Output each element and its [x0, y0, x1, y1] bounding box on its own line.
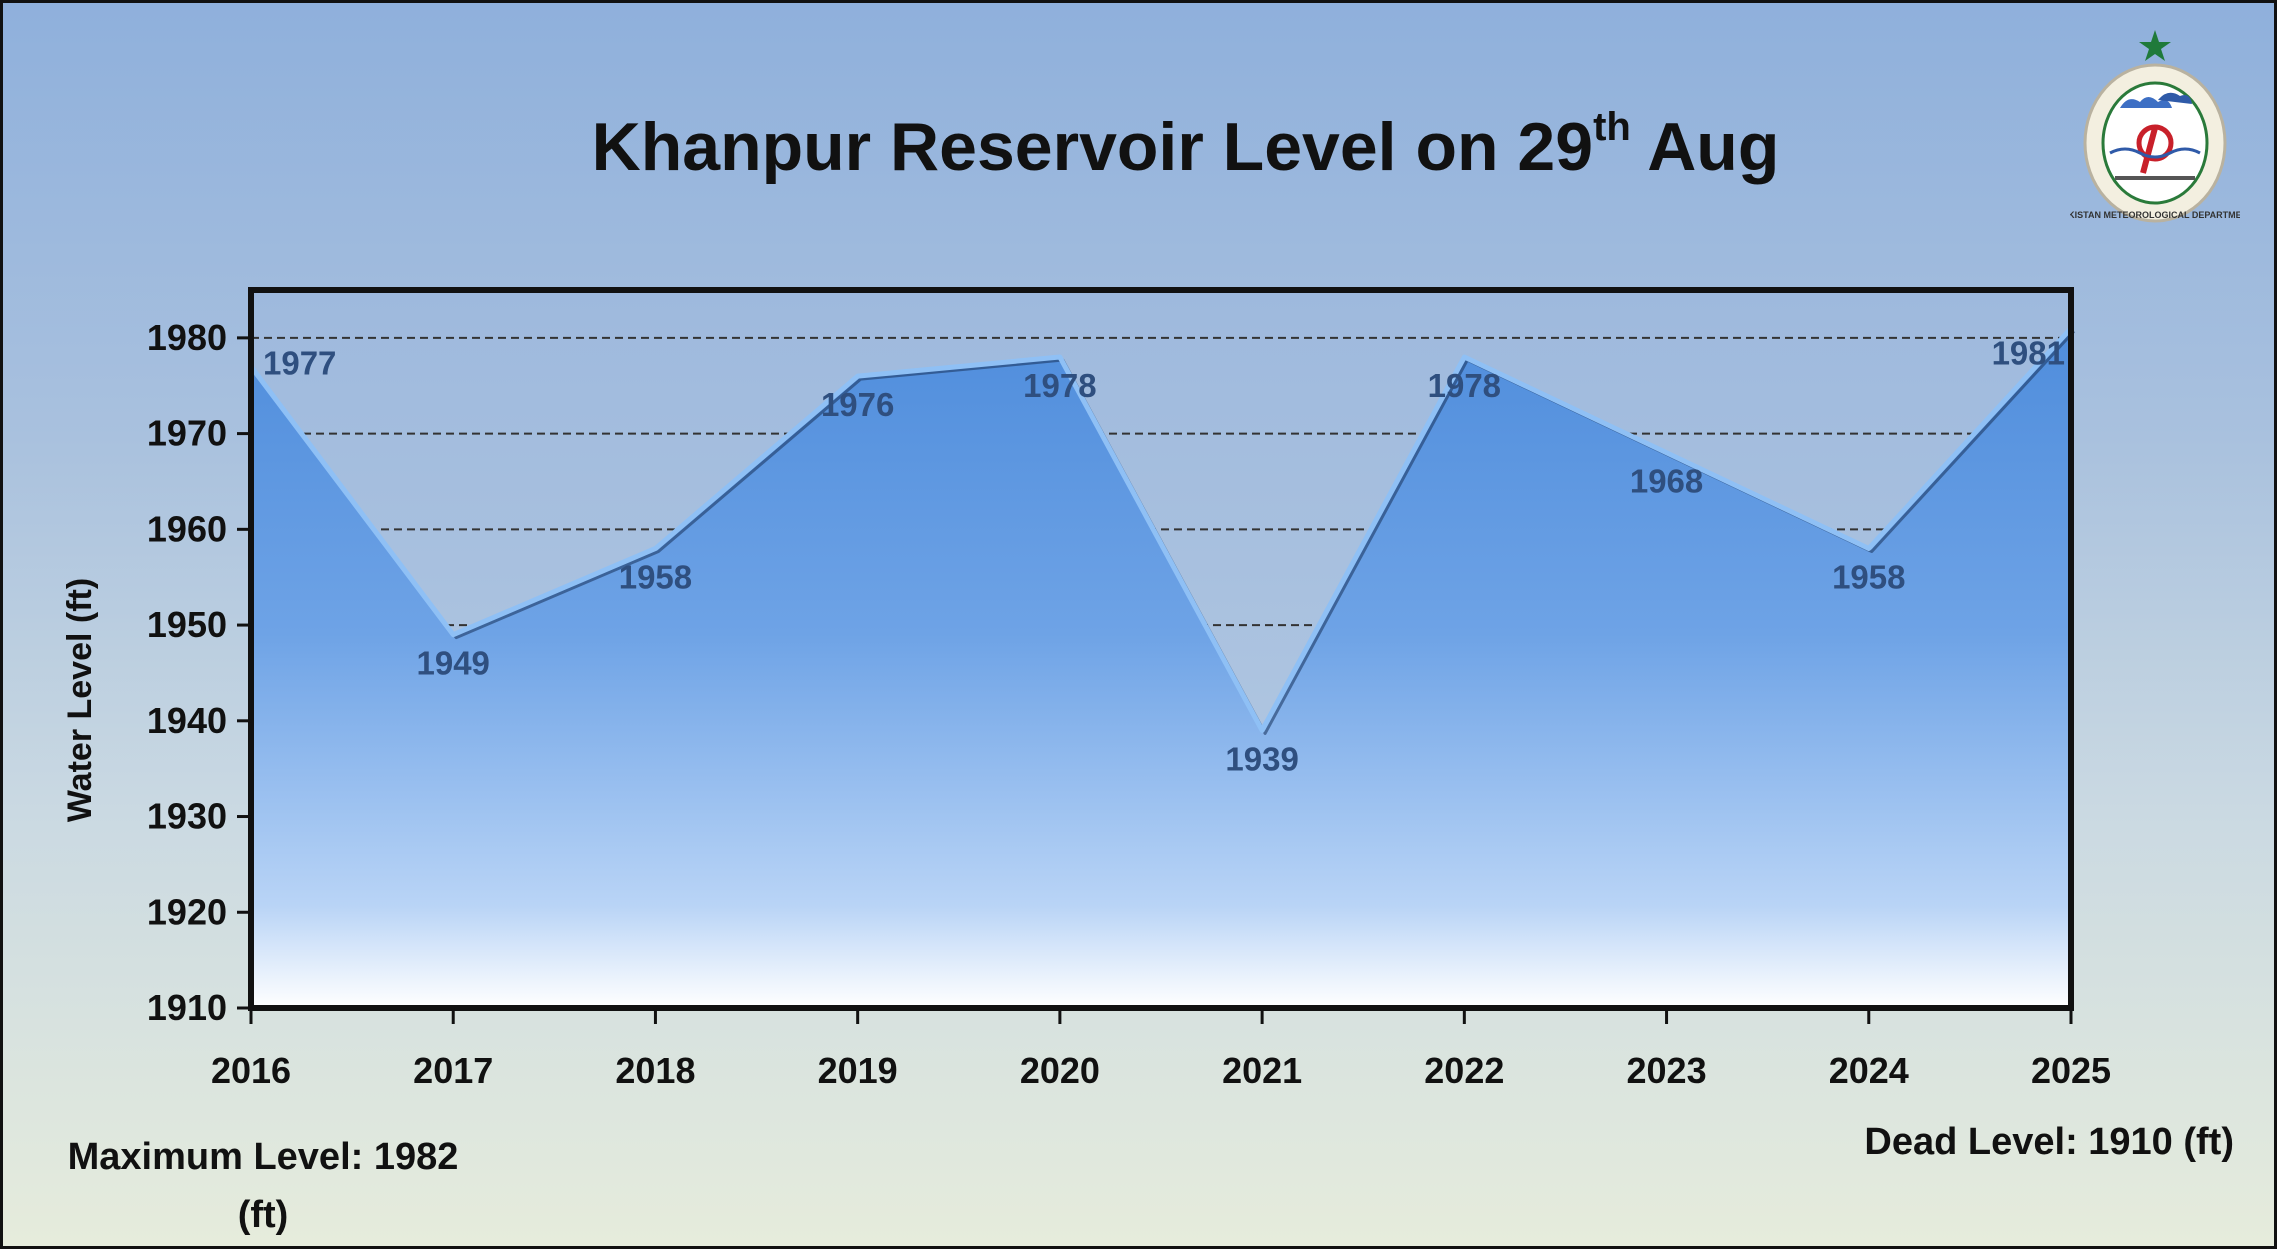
data-point — [653, 546, 658, 551]
area-fill — [251, 328, 2071, 1008]
star-icon — [2139, 30, 2171, 61]
y-tick-label: 1910 — [147, 987, 227, 1028]
x-tick-label: 2021 — [1222, 1050, 1302, 1091]
data-label: 1958 — [1832, 558, 1905, 595]
data-labels: 1977 1949 1958 1976 1978 1939 1978 1968 1958 1981 — [263, 334, 2065, 777]
y-axis-title: Water Level (ft) — [61, 578, 99, 822]
plot-border — [248, 287, 2074, 1011]
x-tick-label: 2022 — [1424, 1050, 1504, 1091]
x-tick-label: 2018 — [615, 1050, 695, 1091]
y-tick-label: 1960 — [147, 508, 227, 549]
max-level-note: Maximum Level: 1982 (ft) — [67, 1136, 459, 1236]
data-label: 1978 — [1023, 367, 1096, 404]
pmd-logo: PAKISTAN METEOROLOGICAL DEPARTMENT — [2070, 30, 2240, 223]
data-label: 1939 — [1225, 740, 1298, 777]
data-point — [1866, 546, 1871, 551]
data-point — [1664, 450, 1669, 455]
data-label: 1977 — [263, 345, 336, 382]
y-tick-label: 1970 — [147, 413, 227, 454]
chart-title-main: Khanpur Reservoir Level on 29 — [591, 109, 1594, 185]
data-label: 1968 — [1630, 463, 1703, 500]
dead-level-note: Dead Level: 1910 (ft) — [1864, 1121, 2234, 1163]
axes: 1910 1920 1930 1940 1950 1960 1970 1980 2016 2017… — [147, 317, 2111, 1091]
series-line — [249, 326, 2073, 733]
data-label: 1949 — [417, 645, 490, 682]
logo-text: PAKISTAN METEOROLOGICAL DEPARTMENT — [2070, 210, 2240, 220]
data-label: 1976 — [821, 386, 894, 423]
x-tick-label: 2020 — [1020, 1050, 1100, 1091]
data-point — [1260, 728, 1265, 733]
data-point — [1057, 355, 1062, 360]
chart-title-superscript: th — [1593, 105, 1631, 150]
y-tick-label: 1950 — [147, 604, 227, 645]
data-point — [855, 374, 860, 379]
data-point — [1462, 355, 1467, 360]
x-tick-label: 2017 — [413, 1050, 493, 1091]
x-tick-label: 2024 — [1829, 1050, 1909, 1091]
chart-title-end: Aug — [1647, 109, 1780, 185]
y-tick-label: 1940 — [147, 700, 227, 741]
data-label: 1981 — [1992, 334, 2065, 371]
data-point — [451, 632, 456, 637]
y-tick-label: 1920 — [147, 891, 227, 932]
data-label: 1958 — [619, 558, 692, 595]
y-tick-label: 1930 — [147, 796, 227, 837]
x-tick-label: 2025 — [2031, 1050, 2111, 1091]
chart-svg: 1910 1920 1930 1940 1950 1960 1970 1980 2016 2017… — [61, 287, 2111, 1091]
x-tick-label: 2016 — [211, 1050, 291, 1091]
chart-title: Khanpur Reservoir Level on 29th Aug — [3, 105, 2274, 186]
area-series — [249, 326, 2076, 1008]
x-tick-label: 2019 — [818, 1050, 898, 1091]
data-label: 1978 — [1428, 367, 1501, 404]
y-tick-label: 1980 — [147, 317, 227, 358]
x-tick-label: 2023 — [1627, 1050, 1707, 1091]
